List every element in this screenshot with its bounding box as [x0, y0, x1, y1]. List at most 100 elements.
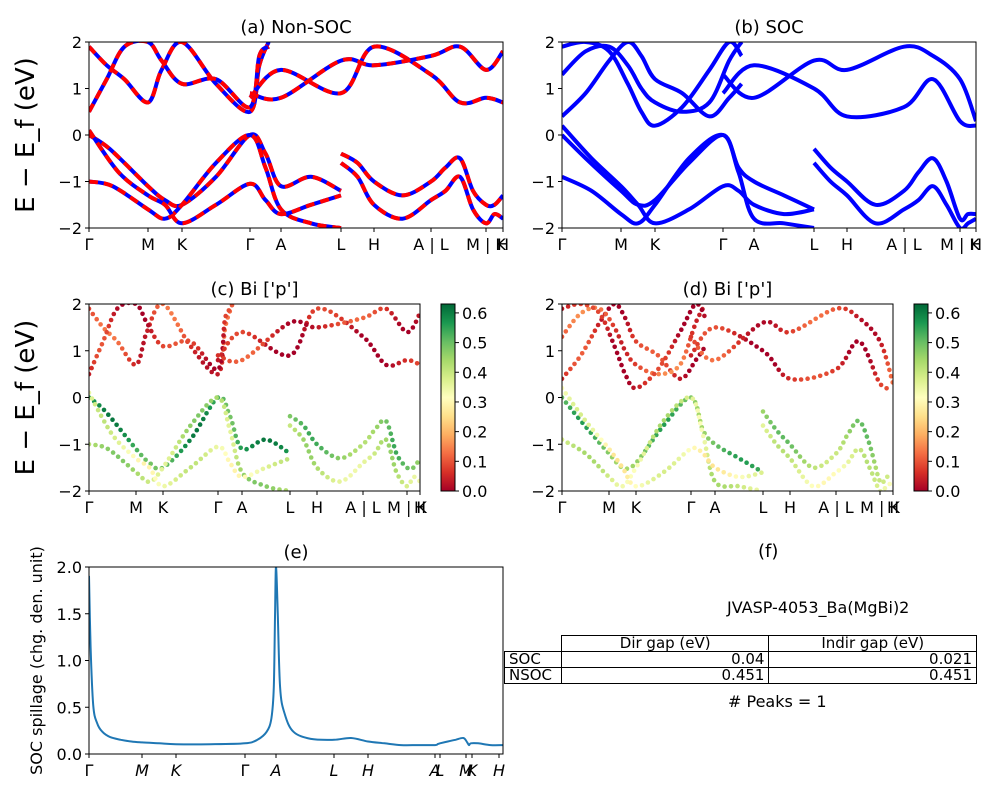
band-point — [375, 353, 381, 358]
band-point — [140, 475, 145, 481]
y-tick-label: −2 — [58, 482, 82, 501]
band-point — [638, 457, 643, 462]
band-point — [847, 428, 853, 434]
band-point — [586, 306, 591, 312]
x-tick-label: M | K — [466, 235, 506, 254]
band-point — [656, 473, 662, 478]
band-point — [404, 483, 410, 489]
y-tick-label: 2 — [545, 295, 555, 314]
y-tick-label: 1 — [72, 80, 82, 99]
band-point — [764, 428, 769, 434]
band-point — [572, 304, 577, 307]
band-point — [204, 403, 209, 408]
band-point — [348, 473, 353, 478]
band-point — [115, 454, 121, 460]
band-point — [674, 366, 680, 371]
band-point — [320, 470, 325, 476]
panel-title: (a) Non-SOC — [240, 17, 351, 38]
band-point — [606, 306, 612, 312]
band-point — [641, 451, 647, 457]
band-point — [201, 416, 206, 422]
band-point — [647, 440, 653, 445]
band-point — [607, 447, 612, 453]
band-point — [824, 310, 830, 315]
x-tick-label: K — [177, 235, 188, 254]
band-point — [415, 460, 420, 465]
colorbar-tick-label: 0.1 — [935, 452, 960, 471]
band-point — [755, 323, 761, 328]
y-tick-label: 1.5 — [57, 605, 82, 624]
band-point — [605, 473, 610, 478]
band-point — [179, 339, 184, 344]
x-tick-label: A — [429, 761, 441, 780]
band-point — [669, 369, 674, 375]
band-point — [776, 367, 781, 373]
band-point — [390, 455, 395, 461]
band-point — [614, 482, 620, 487]
band-point — [342, 320, 347, 325]
band-point — [607, 332, 613, 338]
band-point — [844, 434, 849, 440]
band-point — [628, 480, 633, 485]
band-point — [226, 308, 232, 313]
band-point — [690, 396, 696, 402]
band-point — [335, 321, 341, 327]
header-indir-gap: Indir gap (eV) — [768, 635, 977, 652]
band-point — [735, 483, 740, 489]
band-point — [136, 457, 141, 463]
band-point — [674, 407, 679, 412]
y-tick-label: 0.0 — [57, 745, 82, 764]
band-point — [145, 328, 150, 334]
band-point — [217, 365, 222, 370]
band-point — [297, 432, 302, 437]
band-point — [200, 360, 206, 365]
y-tick-label: 2 — [72, 295, 82, 314]
band-point — [240, 357, 245, 363]
band-point — [656, 366, 661, 372]
band-point — [203, 452, 208, 457]
band-point — [702, 331, 708, 336]
band-point — [663, 355, 668, 361]
band-point — [357, 463, 363, 469]
band-point — [563, 400, 569, 405]
band-point — [163, 461, 168, 467]
band-point — [865, 353, 871, 358]
band-point — [118, 427, 123, 433]
band-point — [110, 417, 115, 423]
y-tick-label: 1 — [545, 342, 555, 361]
band-point — [126, 437, 131, 443]
band-point — [310, 324, 315, 330]
band-point — [160, 304, 166, 307]
band-point — [308, 455, 314, 460]
band-line — [562, 124, 815, 226]
band-point — [137, 305, 142, 311]
band-point — [562, 395, 565, 400]
band-point — [99, 444, 105, 449]
band-point — [297, 339, 303, 344]
band-point — [140, 311, 145, 317]
band-point — [776, 444, 781, 449]
band-point — [836, 468, 842, 473]
band-point — [846, 459, 851, 465]
band-point — [257, 338, 263, 344]
band-point — [859, 317, 864, 323]
band-point — [789, 444, 795, 449]
band-point — [232, 448, 238, 454]
band-point — [183, 469, 188, 474]
band-point — [802, 459, 807, 464]
band-point — [112, 336, 117, 341]
band-point — [563, 371, 569, 377]
band-point — [616, 334, 622, 339]
x-tick-label: M | K — [940, 235, 980, 254]
band-point — [143, 457, 148, 463]
band-point — [662, 371, 668, 376]
band-point — [859, 422, 865, 427]
colorbar-tick-label: 0.5 — [935, 334, 960, 353]
band-point — [722, 484, 727, 489]
band-point — [764, 351, 770, 357]
band-point — [854, 339, 859, 344]
band-point — [270, 486, 276, 491]
band-point — [91, 359, 97, 365]
